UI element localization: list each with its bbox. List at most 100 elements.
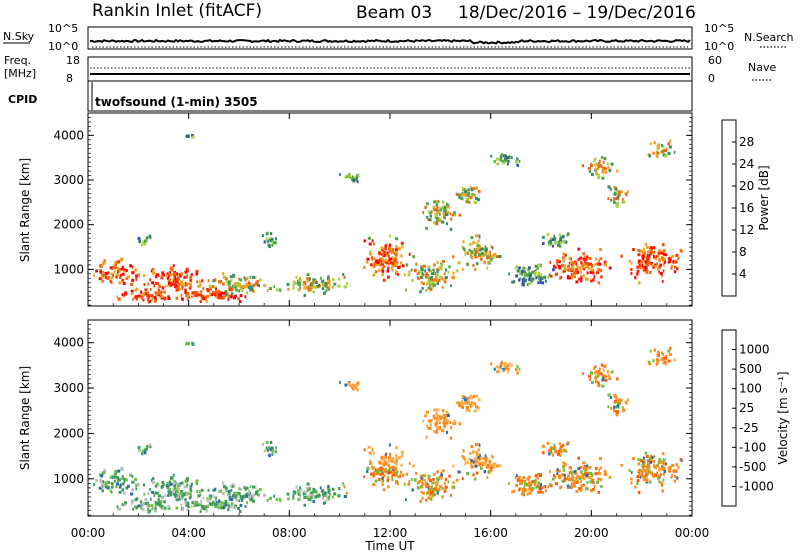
- velocity-cell: [400, 463, 403, 467]
- power-cell: [636, 265, 640, 269]
- velocity-cell: [660, 460, 664, 464]
- power-cell: [480, 257, 483, 261]
- power-cell: [248, 285, 252, 289]
- power-cell: [389, 261, 392, 265]
- power-cell: [464, 187, 467, 191]
- power-cell: [656, 151, 660, 155]
- velocity-cell: [229, 484, 232, 488]
- velocity-cell: [562, 448, 565, 452]
- power-cell: [247, 281, 250, 285]
- velocity-cell: [100, 484, 103, 488]
- power-cell: [249, 275, 252, 279]
- velocity-cell: [379, 466, 382, 470]
- power-cell: [441, 220, 445, 224]
- velocity-cell: [132, 507, 134, 511]
- velocity-cell: [461, 477, 464, 481]
- power-cell: [150, 288, 152, 291]
- velocity-cell: [395, 457, 398, 461]
- velocity-cell: [559, 450, 563, 454]
- velocity-cell: [443, 481, 446, 485]
- x-tick-label: 04:00: [171, 526, 206, 540]
- velocity-cell: [356, 381, 360, 385]
- power-cell: [439, 217, 442, 221]
- velocity-cell: [213, 502, 217, 506]
- velocity-cell: [238, 492, 241, 496]
- velocity-cell: [472, 395, 476, 399]
- x-tick-label: 20:00: [574, 526, 609, 540]
- velocity-cell: [144, 451, 147, 455]
- velocity-cell: [432, 478, 435, 481]
- velocity-cell: [174, 487, 178, 491]
- power-cell: [355, 176, 358, 180]
- power-cell: [378, 268, 381, 272]
- velocity-cell: [555, 450, 558, 454]
- freq-frame: [87, 56, 693, 82]
- velocity-cell: [446, 412, 449, 416]
- velocity-cell: [563, 477, 567, 481]
- velocity-cell: [166, 481, 169, 485]
- power-cell: [387, 247, 391, 251]
- velocity-cell: [656, 359, 660, 363]
- power-cell: [436, 205, 439, 209]
- velocity-cell: [473, 462, 476, 465]
- power-cell: [238, 282, 241, 286]
- power-cell: [433, 277, 437, 281]
- power-cell: [400, 254, 403, 258]
- velocity-cell: [519, 481, 523, 485]
- velocity-cell: [388, 443, 391, 447]
- power-cell: [444, 276, 448, 279]
- velocity-cell: [297, 490, 300, 494]
- power-cell: [446, 222, 448, 226]
- power-cell: [102, 270, 105, 274]
- power-cell: [502, 161, 505, 165]
- power-cell: [439, 212, 441, 216]
- velocity-cell: [113, 473, 115, 476]
- power-cell: [100, 275, 103, 279]
- power-cell: [557, 240, 561, 244]
- velocity-cell: [468, 409, 471, 413]
- velocity-cell: [230, 498, 234, 502]
- velocity-cell: [118, 478, 121, 482]
- velocity-cell: [245, 492, 248, 496]
- velocity-cell: [443, 425, 446, 429]
- velocity-cell: [327, 484, 330, 488]
- power-cell: [671, 264, 673, 268]
- power-cell: [577, 247, 581, 251]
- velocity-cell: [181, 508, 184, 511]
- power-cell: [597, 176, 601, 179]
- velocity-cell: [271, 449, 275, 453]
- power-cell: [537, 263, 540, 267]
- power-cell: [608, 168, 612, 172]
- power-cell: [321, 287, 325, 291]
- velocity-cell: [475, 471, 479, 475]
- power-cell: [240, 285, 243, 289]
- power-cell: [662, 263, 665, 267]
- power-cell: [312, 280, 315, 284]
- velocity-cell: [422, 419, 425, 423]
- power-cell: [186, 297, 189, 301]
- velocity-cell: [484, 454, 487, 458]
- velocity-cell: [436, 419, 440, 423]
- velocity-cell: [390, 459, 394, 463]
- power-cell: [440, 264, 443, 268]
- power-cell: [118, 281, 122, 285]
- velocity-cell: [560, 444, 564, 448]
- velocity-cell: [149, 509, 152, 513]
- velocity-cell: [673, 469, 677, 473]
- power-cell: [538, 277, 541, 281]
- velocity-cell: [237, 507, 241, 510]
- velocity-cell: [527, 475, 531, 479]
- power-cell: [224, 290, 228, 294]
- power-cell: [647, 250, 650, 254]
- power-cell: [586, 271, 589, 275]
- power-cell: [593, 159, 596, 163]
- velocity-cell: [609, 395, 612, 399]
- power-cell: [238, 289, 241, 293]
- velocity-cell: [372, 483, 376, 486]
- power-cell: [597, 166, 600, 170]
- velocity-cell: [465, 408, 469, 412]
- power-cell: [526, 267, 529, 271]
- power-cell: [169, 273, 173, 277]
- power-cell: [420, 265, 423, 269]
- power-cell: [532, 270, 535, 274]
